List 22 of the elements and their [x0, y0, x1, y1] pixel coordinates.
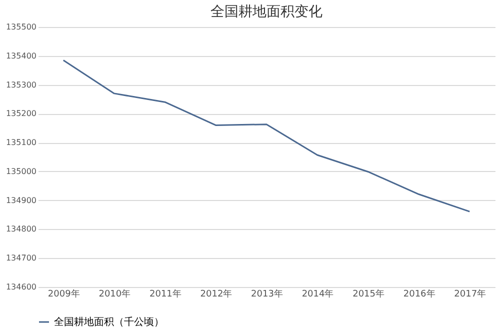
y-tick-label: 134800: [6, 224, 36, 234]
x-tick-label: 2012年: [200, 288, 232, 300]
legend-label: 全国耕地面积（千公顷）: [54, 316, 164, 328]
y-tick-label: 135500: [6, 22, 36, 32]
x-tick-label: 2014年: [302, 288, 334, 300]
y-tick-label: 135100: [6, 138, 36, 148]
y-tick-label: 135400: [6, 51, 36, 60]
x-tick-label: 2015年: [352, 288, 385, 300]
y-tick-label: 135200: [6, 109, 36, 118]
y-tick-label: 135300: [6, 80, 36, 90]
x-tick-label: 2009年: [48, 288, 80, 300]
x-tick-label: 2013年: [251, 288, 283, 300]
x-tick-label: 2017年: [454, 288, 486, 300]
y-tick-label: 135000: [6, 166, 36, 176]
y-tick-label: 134600: [6, 282, 36, 292]
chart-title: 全国耕地面积变化: [210, 4, 322, 20]
x-tick-label: 2010年: [98, 288, 131, 300]
y-tick-label: 134900: [6, 196, 36, 205]
y-tick-label: 134700: [6, 254, 36, 263]
x-tick-label: 2016年: [403, 288, 436, 300]
line-series: [62, 59, 470, 212]
x-tick-label: 2011年: [149, 288, 182, 300]
